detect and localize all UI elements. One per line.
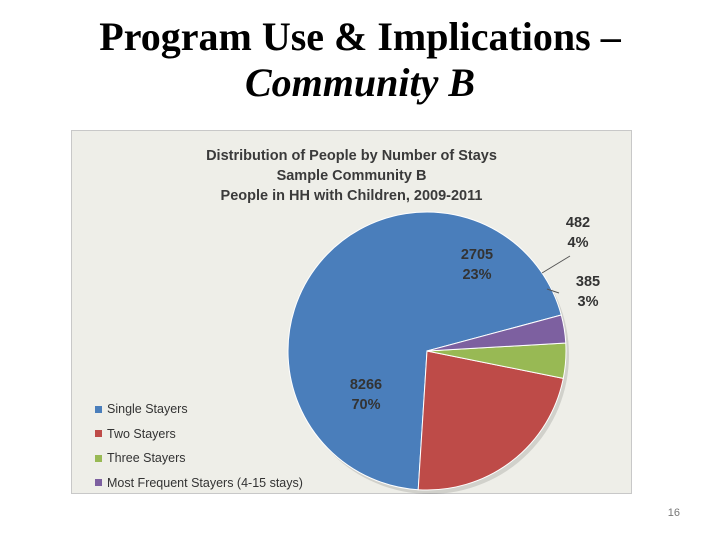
legend-label: Three Stayers [107, 451, 186, 466]
pie-chart-canvas: 8266 70% 2705 23% 482 4% 385 3% [287, 211, 600, 494]
legend-label: Most Frequent Stayers (4-15 stays) [107, 475, 303, 490]
slide-title: Program Use & Implications – Community B [0, 14, 720, 106]
data-label-value-two-stayers: 2705 [461, 247, 493, 263]
chart-title-line2: Sample Community B [276, 168, 427, 184]
chart-title-line3: People in HH with Children, 2009-2011 [220, 188, 483, 204]
page-number: 16 [667, 507, 680, 519]
leader-line-three-stayers [541, 255, 571, 274]
pie-slice-single-stayers [287, 211, 562, 491]
data-label-percent-most-frequent-stayers: 3% [578, 294, 599, 310]
legend-swatch [95, 405, 102, 413]
chart-legend: Single Stayers Two Stayers Three Stayers… [95, 397, 303, 495]
pie-slice-most-frequent-stayers [426, 314, 567, 352]
legend-label: Two Stayers [107, 426, 176, 441]
legend-swatch [95, 479, 102, 487]
data-label-percent-two-stayers: 23% [462, 267, 491, 283]
legend-item-three-stayers: Three Stayers [95, 446, 303, 471]
slide-title-line1: Program Use & Implications – [99, 14, 621, 59]
data-label-value-three-stayers: 482 [566, 215, 590, 231]
chart-title: Distribution of People by Number of Stay… [72, 146, 631, 206]
data-label-percent-single-stayers: 70% [351, 397, 380, 413]
legend-label: Single Stayers [107, 402, 188, 417]
pie-slice-two-stayers [417, 350, 564, 491]
legend-item-two-stayers: Two Stayers [95, 422, 303, 447]
legend-swatch [95, 454, 102, 462]
legend-item-single-stayers: Single Stayers [95, 397, 303, 422]
data-label-value-most-frequent-stayers: 385 [576, 274, 600, 290]
legend-item-most-frequent-stayers: Most Frequent Stayers (4-15 stays) [95, 471, 303, 496]
chart-title-line1: Distribution of People by Number of Stay… [206, 148, 497, 164]
pie-chart: 8266 70% 2705 23% 482 4% 385 3% Distribution of… [71, 130, 632, 494]
slide-title-line2: Community B [244, 60, 476, 105]
leader-line-most-frequent-stayers [546, 288, 560, 294]
data-label-percent-three-stayers: 4% [568, 235, 589, 251]
legend-swatch [95, 430, 102, 438]
data-label-value-single-stayers: 8266 [350, 377, 382, 393]
